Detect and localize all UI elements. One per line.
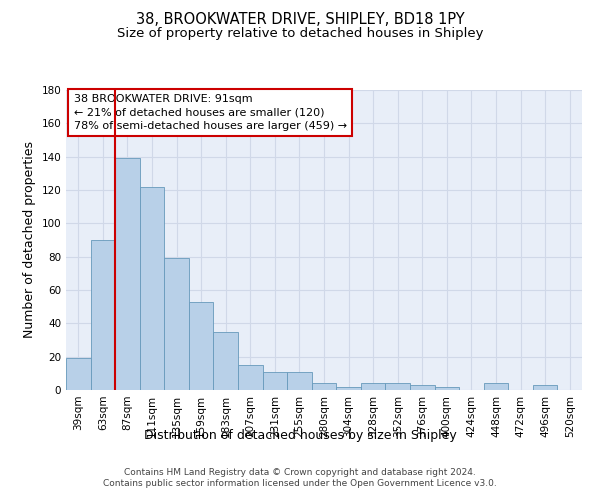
Bar [336, 386, 361, 390]
Bar [385, 384, 410, 390]
Bar [238, 365, 263, 390]
Bar [361, 384, 385, 390]
Bar [91, 240, 115, 390]
Bar [189, 302, 214, 390]
Bar [115, 158, 140, 390]
Bar [263, 372, 287, 390]
Bar [484, 384, 508, 390]
Bar [287, 372, 312, 390]
Bar [140, 186, 164, 390]
Bar [164, 258, 189, 390]
Text: 38, BROOKWATER DRIVE, SHIPLEY, BD18 1PY: 38, BROOKWATER DRIVE, SHIPLEY, BD18 1PY [136, 12, 464, 28]
Bar [312, 384, 336, 390]
Bar [434, 386, 459, 390]
Bar [410, 385, 434, 390]
Text: Contains HM Land Registry data © Crown copyright and database right 2024.
Contai: Contains HM Land Registry data © Crown c… [103, 468, 497, 487]
Text: 38 BROOKWATER DRIVE: 91sqm
← 21% of detached houses are smaller (120)
78% of sem: 38 BROOKWATER DRIVE: 91sqm ← 21% of deta… [74, 94, 347, 131]
Bar [66, 358, 91, 390]
Y-axis label: Number of detached properties: Number of detached properties [23, 142, 36, 338]
Bar [533, 385, 557, 390]
Text: Distribution of detached houses by size in Shipley: Distribution of detached houses by size … [143, 428, 457, 442]
Bar [214, 332, 238, 390]
Text: Size of property relative to detached houses in Shipley: Size of property relative to detached ho… [117, 28, 483, 40]
